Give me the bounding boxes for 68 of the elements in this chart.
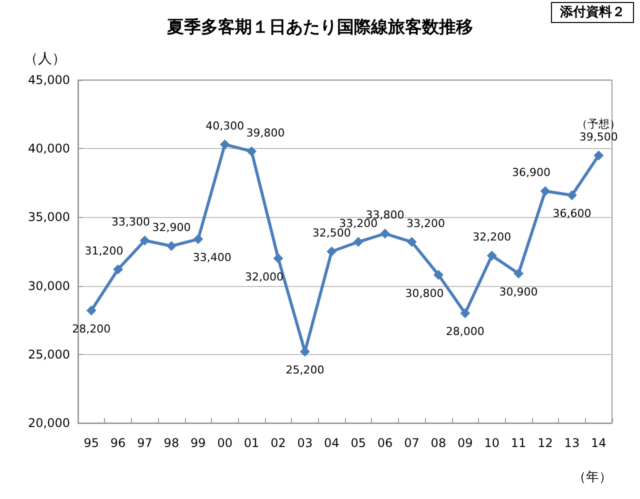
x-tick-label: 03 — [297, 436, 313, 450]
x-tick-label: 14 — [591, 436, 606, 450]
x-tick-label: 95 — [84, 436, 99, 450]
annotation: （予想） — [576, 117, 621, 130]
point — [540, 186, 550, 196]
data-label: 36,900 — [512, 166, 550, 180]
x-tick-label: 10 — [484, 436, 500, 450]
data-label: 33,400 — [192, 251, 232, 264]
y-tick-label: 35,000 — [28, 210, 70, 224]
x-tick-label: 98 — [164, 436, 180, 450]
x-tick-label: 07 — [404, 436, 420, 450]
x-tick-label: 01 — [244, 436, 260, 450]
x-tick-label: 05 — [350, 436, 366, 450]
point — [140, 236, 150, 246]
data-label: 28,000 — [446, 325, 484, 338]
x-tick-label: 13 — [564, 436, 580, 450]
data-label: 32,500 — [312, 226, 351, 240]
y-tick-label: 45,000 — [28, 73, 70, 87]
data-label: 39,500 — [579, 130, 618, 144]
point — [86, 305, 96, 316]
y-axis-title: （人） — [24, 51, 66, 67]
x-tick-label: 97 — [137, 436, 152, 450]
data-label: 25,200 — [286, 364, 324, 377]
data-label: 28,200 — [72, 322, 111, 336]
data-label: 32,200 — [472, 230, 512, 244]
point — [594, 150, 604, 160]
data-label: 40,300 — [206, 119, 244, 132]
point — [246, 146, 257, 156]
chart-title: 夏季多客期１日あたり国際線旅客数推移 — [166, 18, 473, 38]
point — [380, 228, 390, 239]
data-label: 36,600 — [552, 207, 592, 220]
y-tick-label: 30,000 — [28, 278, 70, 293]
point — [220, 139, 230, 150]
x-axis-title: （年） — [573, 470, 612, 485]
x-tick-label: 09 — [458, 436, 473, 450]
point — [460, 308, 470, 318]
point — [433, 270, 444, 280]
text: 添付資料２ — [559, 5, 625, 20]
y-tick-label: 25,000 — [28, 347, 70, 362]
x-tick-label: 99 — [190, 436, 206, 450]
point — [113, 264, 124, 274]
data-label: 32,000 — [245, 270, 284, 284]
point — [486, 250, 497, 261]
data-label: 31,200 — [84, 244, 124, 258]
point — [193, 234, 204, 244]
data-label: 32,900 — [152, 221, 191, 234]
point — [166, 241, 176, 252]
x-tick-label: 12 — [538, 436, 553, 450]
x-tick-label: 08 — [430, 436, 446, 450]
y-tick-label: 40,000 — [28, 142, 70, 156]
data-label: 39,800 — [246, 126, 285, 140]
point — [353, 236, 364, 247]
data-label: 33,300 — [112, 216, 150, 229]
x-tick-label: 96 — [110, 436, 126, 450]
x-tick-label: 11 — [510, 436, 526, 450]
y-tick-label: 20,000 — [28, 416, 70, 430]
x-tick-label: 04 — [324, 436, 340, 450]
point — [514, 268, 524, 278]
point — [566, 190, 577, 200]
point — [406, 236, 417, 247]
data-label: 30,900 — [499, 285, 538, 298]
point — [326, 246, 337, 256]
point — [273, 253, 284, 264]
x-tick-label: 06 — [377, 436, 393, 450]
data-label: 30,800 — [405, 286, 444, 300]
x-tick-label: 00 — [217, 436, 232, 450]
data-label: 33,200 — [406, 216, 445, 230]
x-tick-label: 02 — [270, 436, 286, 450]
